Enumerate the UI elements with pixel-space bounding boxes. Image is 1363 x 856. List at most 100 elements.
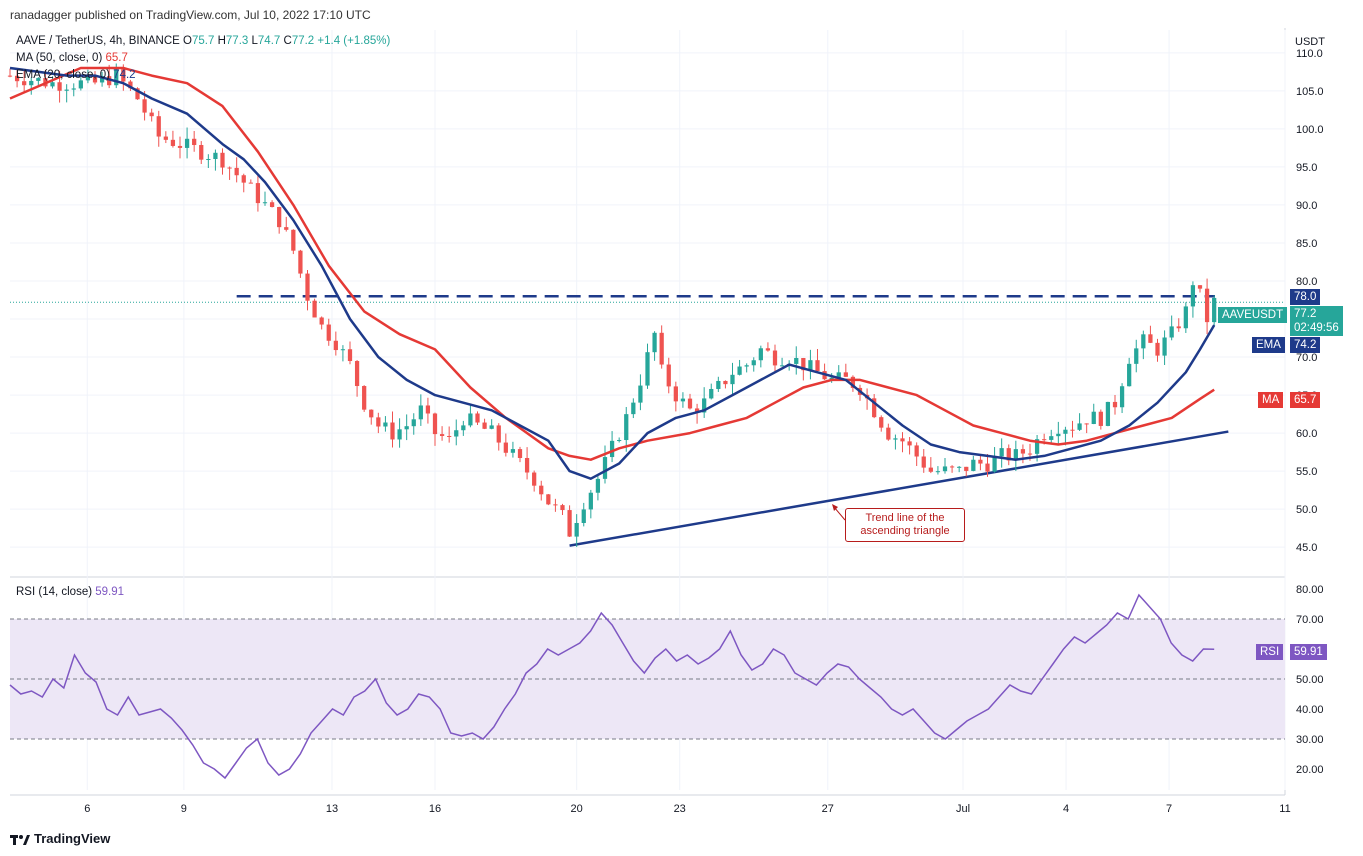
candle-body — [1155, 342, 1160, 356]
candle-body — [1091, 411, 1096, 425]
candle-body — [326, 324, 331, 341]
candle-body — [340, 349, 346, 351]
annotation-arrowhead — [832, 504, 838, 511]
candle-body — [723, 380, 728, 385]
open-label: O — [183, 35, 192, 47]
ma-legend[interactable]: MA (50, close, 0) 65.7 — [16, 52, 128, 64]
candle-body — [439, 434, 445, 436]
high-value: 77.3 — [225, 35, 249, 47]
candle-body — [163, 136, 168, 140]
symbol-title: AAVE / TetherUS, 4h, BINANCE — [16, 35, 180, 47]
candle-body — [709, 388, 714, 399]
candle-body — [1148, 334, 1153, 343]
candle-body — [227, 167, 232, 169]
ema-legend-label: EMA (20, close, 0) — [16, 69, 110, 81]
candle-body — [114, 69, 119, 86]
candle-body — [50, 82, 55, 87]
time-axis[interactable]: 6 9 13 16 20 23 27 Jul 4 7 11 — [84, 803, 1291, 815]
candle-body — [971, 459, 976, 471]
ema-tag-value: 74.2 — [1290, 337, 1321, 353]
candle-body — [241, 175, 246, 183]
candle-body — [553, 504, 558, 506]
price-tick-label: 95.0 — [1296, 162, 1317, 174]
close-label: C — [283, 35, 292, 47]
candle-body — [1049, 436, 1054, 440]
rsi-tag-label: RSI — [1256, 644, 1284, 660]
candle-body — [206, 158, 211, 160]
candle-body — [7, 75, 13, 77]
ascending-trend-line — [569, 430, 1229, 547]
ma-legend-label: MA (50, close, 0) — [16, 52, 103, 64]
candle-body — [617, 440, 622, 442]
candle-body — [581, 509, 586, 523]
price-tick-label: 60.0 — [1296, 428, 1317, 440]
time-tick-label: 16 — [429, 803, 441, 815]
candle-body — [999, 448, 1004, 457]
candle-body — [312, 300, 317, 318]
candle-body — [609, 440, 615, 458]
candle-body — [645, 352, 650, 386]
candle-body — [779, 365, 785, 367]
candle-body — [1141, 334, 1146, 349]
high-label: H — [217, 35, 226, 47]
candle-body — [1169, 326, 1174, 338]
candle-body — [1197, 285, 1203, 289]
candle-body — [638, 385, 643, 403]
price-tick-label: 50.0 — [1296, 504, 1317, 516]
last-price-tag: 77.2 02:49:56 — [1290, 306, 1343, 336]
time-tick-label: 20 — [571, 803, 583, 815]
candle-body — [269, 202, 275, 208]
rsi-tick-label: 70.00 — [1296, 614, 1324, 626]
rsi-tick-label: 20.00 — [1296, 764, 1324, 776]
candle-body — [1162, 337, 1167, 356]
candle-body — [277, 207, 282, 228]
time-tick-label: 13 — [326, 803, 338, 815]
price-tick-label: 105.0 — [1296, 86, 1324, 98]
candle-body — [1127, 363, 1132, 387]
candle-body — [184, 138, 190, 148]
candle-body — [418, 405, 423, 420]
candle-body — [666, 364, 671, 387]
candle-body — [383, 422, 388, 427]
candle-body — [149, 112, 154, 117]
candle-body — [524, 457, 530, 473]
candle-body — [652, 332, 657, 353]
candle-body — [624, 414, 629, 441]
symbol-legend[interactable]: AAVE / TetherUS, 4h, BINANCE O75.7 H77.3… — [16, 35, 390, 47]
candle-body — [85, 75, 91, 81]
candle-body — [411, 419, 416, 427]
published-caption: ranadagger published on TradingView.com,… — [10, 8, 371, 22]
candle-body — [482, 422, 487, 429]
time-tick-label: Jul — [956, 803, 970, 815]
rsi-legend[interactable]: RSI (14, close) 59.91 — [16, 586, 124, 598]
low-label: L — [251, 35, 258, 47]
candle-body — [14, 75, 20, 82]
candle-body — [333, 340, 338, 351]
candle-body — [390, 422, 395, 440]
candle-body — [447, 435, 452, 437]
candle-body — [716, 380, 721, 389]
candle-body — [248, 182, 253, 184]
candle-body — [659, 332, 664, 365]
candle-body — [319, 317, 324, 325]
candle-body — [1034, 439, 1040, 454]
time-tick-label: 11 — [1279, 803, 1290, 815]
candle-body — [879, 417, 884, 428]
trend-line-annotation: Trend line of the ascending triangle — [845, 508, 965, 542]
candle-body — [64, 89, 69, 91]
candle-body — [900, 438, 905, 442]
candle-body — [843, 372, 848, 377]
tradingview-footer[interactable]: TradingView — [10, 831, 110, 846]
candle-body — [425, 405, 431, 414]
candle-body — [539, 485, 544, 495]
ema-legend[interactable]: EMA (20, close, 0) 74.2 — [16, 69, 136, 81]
candle-body — [850, 376, 856, 388]
candle-body — [503, 442, 508, 453]
rsi-tick-label: 30.00 — [1296, 734, 1324, 746]
candle-body — [369, 409, 374, 418]
candle-body — [694, 408, 700, 413]
candle-body — [957, 466, 962, 468]
rsi-tag-value: 59.91 — [1290, 644, 1327, 660]
price-axis[interactable]: 110.0105.0100.095.090.085.080.075.070.06… — [1296, 48, 1324, 554]
